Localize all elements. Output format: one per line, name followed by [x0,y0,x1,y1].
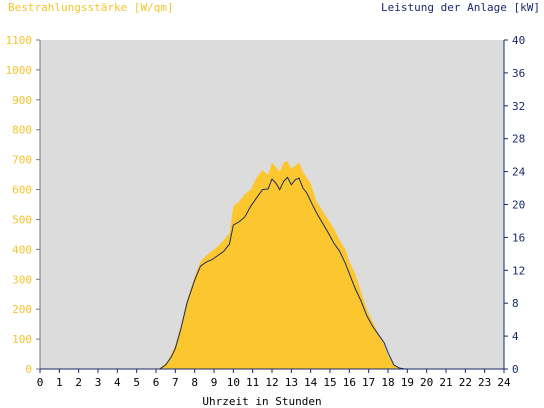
x-tick-label: 9 [211,376,218,389]
left-tick-label: 1100 [6,34,33,47]
x-tick-label: 12 [265,376,278,389]
right-tick-label: 0 [512,363,519,376]
right-tick-label: 24 [512,166,526,179]
right-axis-ticks: 0 4 8 12 16 20 24 28 32 36 40 [504,34,526,376]
power-series [40,176,504,370]
x-tick-label: 15 [323,376,336,389]
x-tick-label: 10 [227,376,240,389]
x-tick-label: 4 [114,376,121,389]
x-tick-label: 21 [439,376,452,389]
right-tick-label: 28 [512,133,525,146]
right-tick-label: 32 [512,100,525,113]
right-axis-title: Leistung der Anlage [kW] [381,1,540,14]
x-axis-title: Uhrzeit in Stunden [202,395,321,408]
irradiance-area [40,161,504,369]
left-tick-label: 0 [25,363,32,376]
x-tick-label: 2 [75,376,82,389]
left-axis-title: Bestrahlungsstärke [W/qm] [8,1,174,14]
x-tick-label: 22 [459,376,472,389]
x-tick-label: 5 [133,376,140,389]
right-tick-label: 40 [512,34,525,47]
x-tick-label: 18 [381,376,394,389]
right-tick-label: 12 [512,264,525,277]
x-tick-label: 8 [191,376,198,389]
left-tick-label: 800 [12,124,32,137]
right-tick-label: 36 [512,67,525,80]
left-tick-label: 1000 [6,64,33,77]
right-tick-label: 4 [512,330,519,343]
x-tick-label: 19 [401,376,414,389]
right-tick-label: 16 [512,231,525,244]
x-tick-label: 11 [246,376,259,389]
x-axis-ticks: 0 1 2 3 4 5 6 7 8 9 10 11 12 13 14 15 16 17 18 19 20 21 22 23 24 [37,369,511,389]
right-tick-label: 20 [512,199,525,212]
x-tick-label: 13 [285,376,298,389]
power-line [40,176,504,370]
x-tick-label: 20 [420,376,433,389]
x-tick-label: 16 [343,376,356,389]
left-tick-label: 500 [12,213,32,226]
x-tick-label: 14 [304,376,318,389]
x-tick-label: 23 [478,376,491,389]
left-tick-label: 600 [12,184,32,197]
x-tick-label: 7 [172,376,179,389]
x-tick-label: 1 [56,376,63,389]
left-tick-label: 700 [12,154,32,167]
x-tick-label: 17 [362,376,375,389]
x-tick-label: 0 [37,376,44,389]
left-tick-label: 100 [12,333,32,346]
x-tick-label: 3 [95,376,102,389]
x-tick-label: 6 [153,376,160,389]
left-axis-ticks: 0 100 200 300 400 500 600 700 800 900 1000 1100 [6,34,40,376]
left-tick-label: 200 [12,303,32,316]
irradiance-series [40,161,504,369]
left-tick-label: 400 [12,243,32,256]
x-tick-label: 24 [497,376,511,389]
left-tick-label: 900 [12,94,32,107]
left-tick-label: 300 [12,273,32,286]
right-tick-label: 8 [512,297,519,310]
